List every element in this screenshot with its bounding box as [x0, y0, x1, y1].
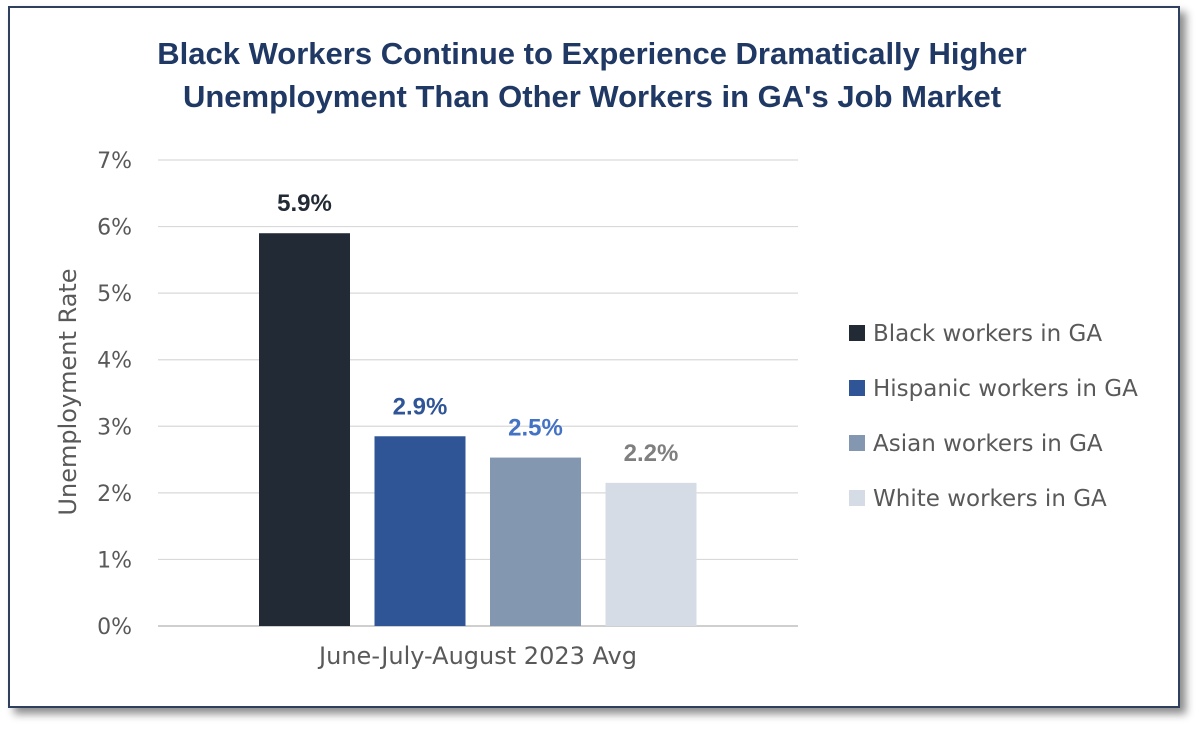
- legend-swatch: [849, 435, 865, 451]
- data-labels: 5.9% 2.9% 2.5% 2.2%: [277, 190, 678, 467]
- y-tick-label: 0%: [97, 615, 132, 640]
- y-tick-label: 7%: [97, 149, 132, 174]
- chart-frame: [8, 6, 1180, 708]
- y-tick-label: 6%: [97, 216, 132, 241]
- legend-entry: Hispanic workers in GA: [873, 376, 1138, 402]
- legend: Black workers in GA Hispanic workers in G…: [849, 321, 1138, 512]
- legend-swatch: [849, 325, 865, 341]
- data-label: 2.2%: [624, 440, 679, 467]
- data-label: 5.9%: [277, 190, 332, 217]
- x-axis-label: June-July-August 2023 Avg: [317, 642, 637, 670]
- y-tick-labels: 0% 1% 2% 3% 4% 5% 6% 7%: [97, 149, 132, 640]
- gridlines: [158, 159, 798, 627]
- legend-entry: White workers in GA: [873, 486, 1107, 512]
- legend-swatch: [849, 380, 865, 396]
- data-label: 2.5%: [508, 415, 563, 442]
- y-tick-label: 4%: [97, 349, 132, 374]
- y-tick-label: 1%: [97, 548, 132, 573]
- chart-title: Black Workers Continue to Experience Dra…: [0, 32, 1184, 118]
- bar-white: [605, 482, 697, 626]
- legend-entry: Black workers in GA: [873, 321, 1102, 347]
- legend-swatch: [849, 490, 865, 506]
- y-tick-label: 5%: [97, 282, 132, 307]
- y-tick-label: 2%: [97, 482, 132, 507]
- bar-hispanic: [374, 436, 466, 626]
- bar-asian: [490, 457, 581, 626]
- chart-title-line-1: Black Workers Continue to Experience Dra…: [157, 36, 1027, 71]
- data-label: 2.9%: [393, 393, 448, 420]
- legend-entry: Asian workers in GA: [873, 431, 1103, 457]
- bar-black: [259, 233, 350, 626]
- y-tick-label: 3%: [97, 415, 132, 440]
- chart-title-line-2: Unemployment Than Other Workers in GA's …: [182, 79, 1002, 114]
- bars: [259, 233, 697, 626]
- y-axis-label: Unemployment Rate: [54, 268, 82, 515]
